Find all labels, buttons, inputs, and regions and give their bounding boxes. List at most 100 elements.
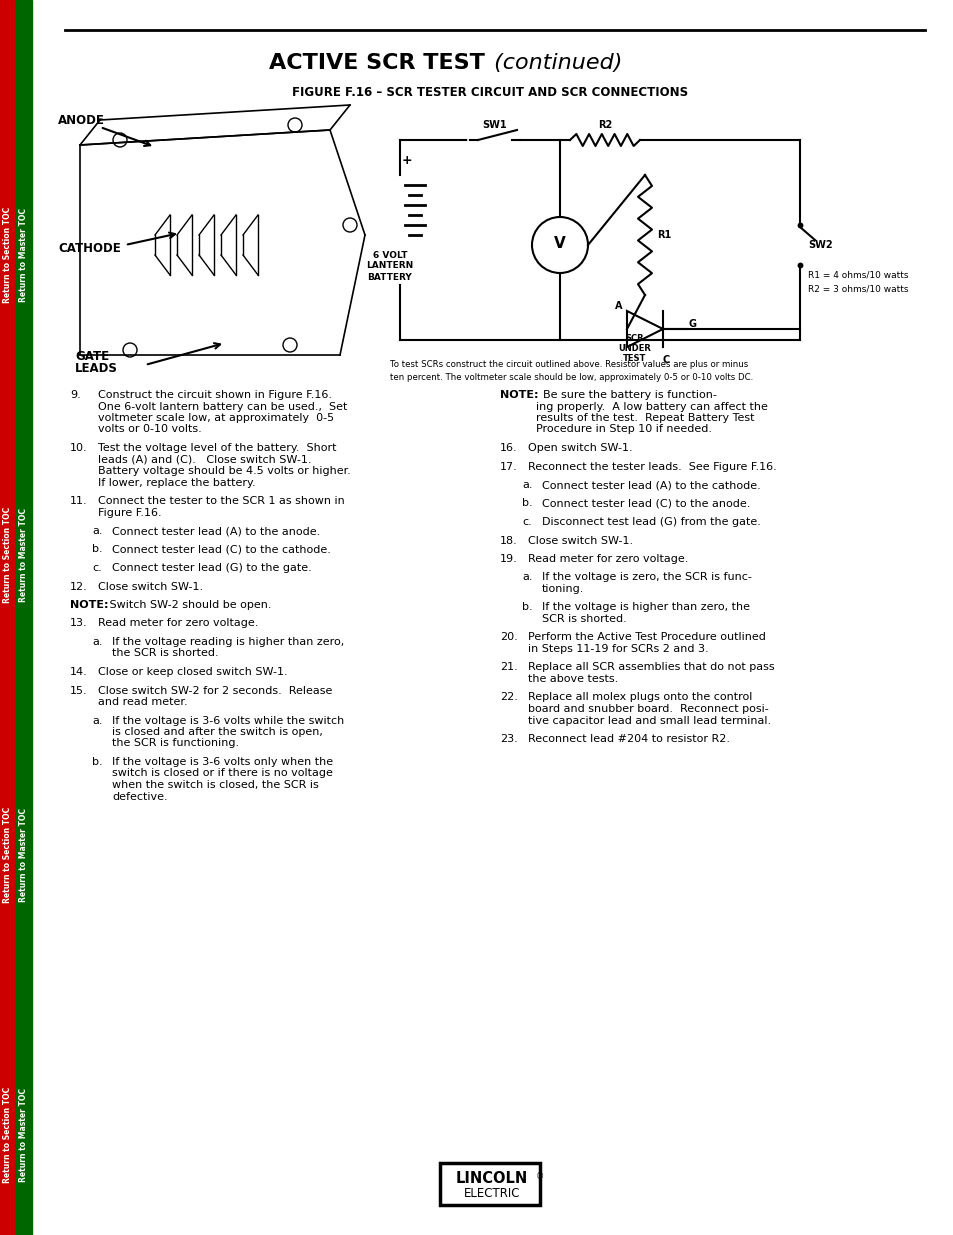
Text: defective.: defective.	[112, 792, 168, 802]
Text: results of the test.  Repeat Battery Test: results of the test. Repeat Battery Test	[536, 412, 754, 424]
Text: To test SCRs construct the circuit outlined above. Resistor values are plus or m: To test SCRs construct the circuit outli…	[390, 359, 753, 382]
Text: Replace all molex plugs onto the control: Replace all molex plugs onto the control	[527, 693, 752, 703]
Text: If the voltage reading is higher than zero,: If the voltage reading is higher than ze…	[112, 637, 344, 647]
Text: Return to Master TOC: Return to Master TOC	[19, 207, 29, 303]
Text: Close switch SW-1.: Close switch SW-1.	[527, 536, 633, 546]
Text: b.: b.	[91, 757, 103, 767]
Text: 18.: 18.	[499, 536, 517, 546]
Text: Read meter for zero voltage.: Read meter for zero voltage.	[98, 619, 258, 629]
Text: 11.: 11.	[70, 496, 88, 506]
Text: the SCR is shorted.: the SCR is shorted.	[112, 648, 218, 658]
Bar	[0, 0, 16, 1235]
Text: Disconnect test lead (G) from the gate.: Disconnect test lead (G) from the gate.	[541, 517, 760, 527]
Text: FIGURE F.16 – SCR TESTER CIRCUIT AND SCR CONNECTIONS: FIGURE F.16 – SCR TESTER CIRCUIT AND SCR…	[292, 86, 687, 100]
Text: Connect the tester to the SCR 1 as shown in: Connect the tester to the SCR 1 as shown…	[98, 496, 344, 506]
Text: Switch SW-2 should be open.: Switch SW-2 should be open.	[106, 600, 272, 610]
Text: 6 VOLT: 6 VOLT	[373, 251, 407, 259]
Text: 17.: 17.	[499, 462, 517, 472]
Text: SCR: SCR	[625, 333, 643, 343]
Text: tive capacitor lead and small lead terminal.: tive capacitor lead and small lead termi…	[527, 715, 770, 725]
Text: If the voltage is 3-6 volts only when the: If the voltage is 3-6 volts only when th…	[112, 757, 333, 767]
Text: 14.: 14.	[70, 667, 88, 677]
Text: +: +	[401, 154, 412, 167]
Text: Return to Section TOC: Return to Section TOC	[4, 1087, 12, 1183]
Text: ANODE: ANODE	[58, 114, 105, 126]
Text: a.: a.	[521, 573, 532, 583]
Text: b.: b.	[521, 603, 532, 613]
Text: CATHODE: CATHODE	[58, 242, 121, 254]
Text: c.: c.	[521, 517, 531, 527]
Text: SW1: SW1	[482, 120, 507, 130]
Text: c.: c.	[91, 563, 102, 573]
Text: Connect tester lead (C) to the cathode.: Connect tester lead (C) to the cathode.	[112, 545, 331, 555]
Text: and read meter.: and read meter.	[98, 697, 188, 706]
Text: Return to Master TOC: Return to Master TOC	[19, 808, 29, 902]
Text: Close switch SW-1.: Close switch SW-1.	[98, 582, 203, 592]
Text: 23.: 23.	[499, 734, 517, 743]
Text: Reconnect lead #204 to resistor R2.: Reconnect lead #204 to resistor R2.	[527, 734, 729, 743]
Text: If the voltage is zero, the SCR is func-: If the voltage is zero, the SCR is func-	[541, 573, 751, 583]
Text: Return to Master TOC: Return to Master TOC	[19, 1088, 29, 1182]
Text: board and snubber board.  Reconnect posi-: board and snubber board. Reconnect posi-	[527, 704, 768, 714]
Text: (continued): (continued)	[486, 53, 621, 73]
Text: If the voltage is higher than zero, the: If the voltage is higher than zero, the	[541, 603, 749, 613]
Text: volts or 0-10 volts.: volts or 0-10 volts.	[98, 425, 201, 435]
Text: 10.: 10.	[70, 443, 88, 453]
Text: in Steps 11-19 for SCRs 2 and 3.: in Steps 11-19 for SCRs 2 and 3.	[527, 643, 708, 655]
Text: Figure F.16.: Figure F.16.	[98, 508, 161, 517]
Text: ®: ®	[536, 1172, 543, 1181]
Bar	[16, 0, 32, 1235]
Text: R2: R2	[598, 120, 612, 130]
Text: G: G	[688, 319, 697, 329]
Text: a.: a.	[91, 715, 102, 725]
Text: 15.: 15.	[70, 685, 88, 695]
Text: voltmeter scale low, at approximately  0-5: voltmeter scale low, at approximately 0-…	[98, 412, 334, 424]
Text: Test the voltage level of the battery.  Short: Test the voltage level of the battery. S…	[98, 443, 336, 453]
Text: BATTERY: BATTERY	[367, 273, 412, 282]
Text: Reconnect the tester leads.  See Figure F.16.: Reconnect the tester leads. See Figure F…	[527, 462, 776, 472]
Text: Close or keep closed switch SW-1.: Close or keep closed switch SW-1.	[98, 667, 287, 677]
Text: Return to Master TOC: Return to Master TOC	[19, 508, 29, 601]
Text: SW2: SW2	[807, 240, 832, 249]
Text: b.: b.	[91, 545, 103, 555]
Text: Connect tester lead (A) to the cathode.: Connect tester lead (A) to the cathode.	[541, 480, 760, 490]
Text: 20.: 20.	[499, 632, 517, 642]
Text: Return to Section TOC: Return to Section TOC	[4, 506, 12, 603]
Text: Open switch SW-1.: Open switch SW-1.	[527, 443, 632, 453]
Text: 16.: 16.	[499, 443, 517, 453]
Text: is closed and after the switch is open,: is closed and after the switch is open,	[112, 727, 322, 737]
Text: TEST: TEST	[622, 354, 646, 363]
Text: tioning.: tioning.	[541, 584, 584, 594]
Text: LINCOLN: LINCOLN	[456, 1171, 528, 1186]
Text: a.: a.	[521, 480, 532, 490]
FancyBboxPatch shape	[439, 1163, 539, 1205]
Text: 19.: 19.	[499, 555, 517, 564]
Text: 22.: 22.	[499, 693, 517, 703]
Text: Connect tester lead (C) to the anode.: Connect tester lead (C) to the anode.	[541, 499, 750, 509]
Text: SCR is shorted.: SCR is shorted.	[541, 614, 626, 624]
Text: LANTERN: LANTERN	[366, 262, 414, 270]
Text: leads (A) and (C).   Close switch SW-1.: leads (A) and (C). Close switch SW-1.	[98, 454, 312, 464]
Text: 12.: 12.	[70, 582, 88, 592]
Text: V: V	[554, 236, 565, 252]
Text: C: C	[661, 354, 669, 366]
Text: If lower, replace the battery.: If lower, replace the battery.	[98, 478, 255, 488]
Text: LEADS: LEADS	[75, 363, 118, 375]
Text: 13.: 13.	[70, 619, 88, 629]
Text: NOTE:: NOTE:	[499, 390, 537, 400]
Text: UNDER: UNDER	[618, 345, 651, 353]
Text: a.: a.	[91, 637, 102, 647]
Text: ing properly.  A low battery can affect the: ing properly. A low battery can affect t…	[536, 401, 767, 411]
Text: Battery voltage should be 4.5 volts or higher.: Battery voltage should be 4.5 volts or h…	[98, 466, 351, 475]
Text: when the switch is closed, the SCR is: when the switch is closed, the SCR is	[112, 781, 318, 790]
Text: R1 = 4 ohms/10 watts: R1 = 4 ohms/10 watts	[807, 270, 907, 279]
Text: Read meter for zero voltage.: Read meter for zero voltage.	[527, 555, 688, 564]
Text: Perform the Active Test Procedure outlined: Perform the Active Test Procedure outlin…	[527, 632, 765, 642]
Text: Return to Section TOC: Return to Section TOC	[4, 806, 12, 903]
Text: switch is closed or if there is no voltage: switch is closed or if there is no volta…	[112, 768, 333, 778]
Text: A: A	[614, 301, 621, 311]
Text: the SCR is functioning.: the SCR is functioning.	[112, 739, 239, 748]
Text: 21.: 21.	[499, 662, 517, 673]
Text: Replace all SCR assemblies that do not pass: Replace all SCR assemblies that do not p…	[527, 662, 774, 673]
Text: One 6-volt lantern battery can be used.,  Set: One 6-volt lantern battery can be used.,…	[98, 401, 347, 411]
